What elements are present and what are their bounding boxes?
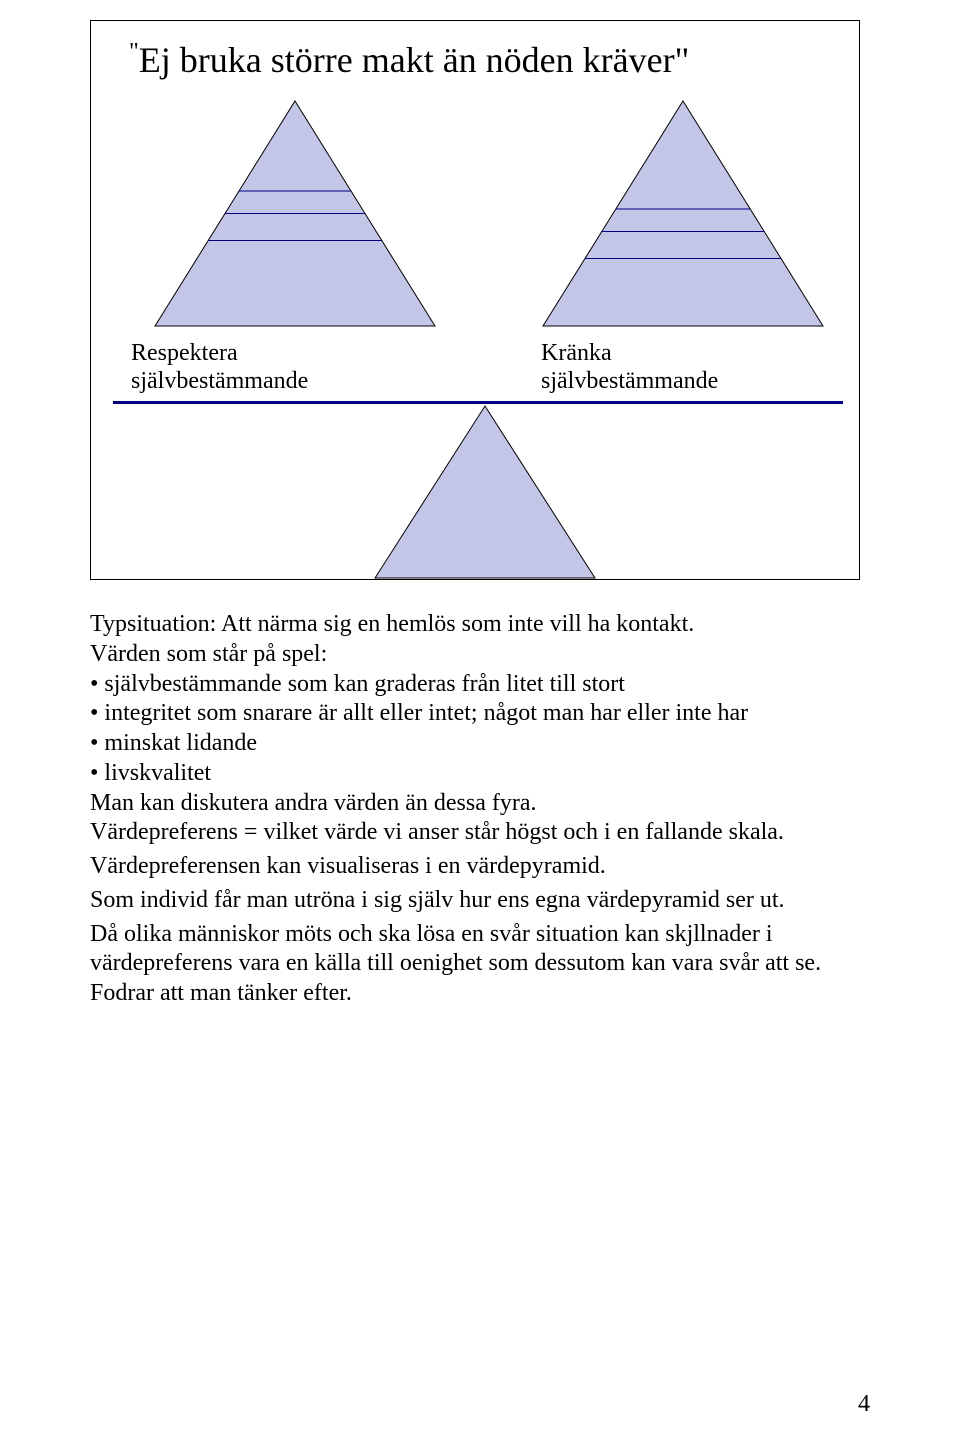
right-pyramid (543, 101, 823, 326)
caption-right-line2: självbestämmande (541, 368, 718, 394)
para-olika-manniskor: Då olika människor möts och ska lösa en … (90, 920, 870, 1009)
para-visualiseras: Värdepreferensen kan visualiseras i en v… (90, 852, 870, 882)
bullet-1: självbestämmande som kan graderas från l… (90, 670, 870, 700)
title-text: Ej bruka större makt än nöden kräver" (139, 40, 690, 80)
caption-right-line1: Kränka (541, 340, 612, 366)
box-title: "Ej bruka större makt än nöden kräver" (129, 39, 689, 81)
fulcrum-pyramid (375, 406, 595, 578)
para-individ: Som individ får man utröna i sig själv h… (90, 886, 870, 916)
page-number: 4 (858, 1391, 870, 1418)
caption-left: Respektera självbestämmande (131, 339, 308, 396)
bullet-4: livskvalitet (90, 759, 870, 789)
body-text: Typsituation: Att närma sig en hemlös so… (90, 610, 870, 1009)
balance-beam (113, 401, 843, 404)
diagram-box: "Ej bruka större makt än nöden kräver" R… (90, 20, 860, 580)
caption-left-line2: självbestämmande (131, 368, 308, 394)
para-diskutera: Man kan diskutera andra värden än dessa … (90, 789, 870, 819)
bullet-2: integritet som snarare är allt eller int… (90, 699, 870, 729)
caption-right: Kränka självbestämmande (541, 339, 718, 396)
para-typsituation: Typsituation: Att närma sig en hemlös so… (90, 610, 870, 640)
title-open-quote: " (129, 39, 139, 65)
bullet-3: minskat lidande (90, 729, 870, 759)
para-vardepreferens-def: Värdepreferens = vilket värde vi anser s… (90, 818, 870, 848)
left-pyramid (155, 101, 435, 326)
para-varden-intro: Värden som står på spel: (90, 640, 870, 670)
caption-left-line1: Respektera (131, 340, 238, 366)
